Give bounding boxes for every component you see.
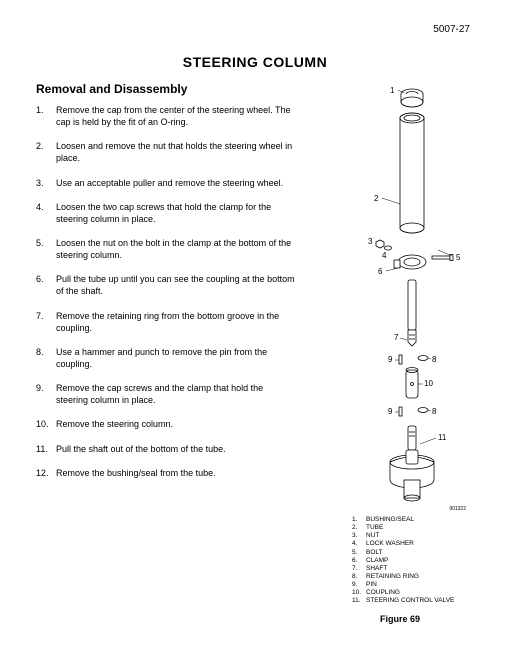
callout-9: 9: [388, 355, 393, 364]
step-item: 8.Use a hammer and punch to remove the p…: [36, 346, 296, 370]
section-heading: Removal and Disassembly: [36, 82, 187, 96]
step-text: Remove the cap screws and the clamp that…: [56, 382, 296, 406]
step-item: 6.Pull the tube up until you can see the…: [36, 273, 296, 297]
step-number: 4.: [36, 201, 56, 225]
exploded-diagram: 1 2 3 4 6 5 7 9 8 10 9 8: [320, 80, 480, 510]
callout-9b: 9: [388, 407, 393, 416]
step-item: 4.Loosen the two cap screws that hold th…: [36, 201, 296, 225]
step-text: Loosen the nut on the bolt in the clamp …: [56, 237, 296, 261]
part-name: NUT: [366, 532, 379, 540]
step-number: 8.: [36, 346, 56, 370]
parts-row: 11.STEERING CONTROL VALVE: [352, 597, 454, 605]
callout-3: 3: [368, 237, 373, 246]
step-item: 5.Loosen the nut on the bolt in the clam…: [36, 237, 296, 261]
step-list: 1.Remove the cap from the center of the …: [36, 104, 296, 491]
step-item: 10.Remove the steering column.: [36, 418, 296, 430]
step-text: Remove the steering column.: [56, 418, 296, 430]
callout-4: 4: [382, 251, 387, 260]
step-item: 3.Use an acceptable puller and remove th…: [36, 177, 296, 189]
step-item: 9.Remove the cap screws and the clamp th…: [36, 382, 296, 406]
callout-8b: 8: [432, 407, 437, 416]
step-item: 2.Loosen and remove the nut that holds t…: [36, 140, 296, 164]
step-number: 9.: [36, 382, 56, 406]
parts-row: 2.TUBE: [352, 524, 454, 532]
step-item: 7.Remove the retaining ring from the bot…: [36, 310, 296, 334]
step-text: Use an acceptable puller and remove the …: [56, 177, 296, 189]
step-number: 11.: [36, 443, 56, 455]
part-num: 2.: [352, 524, 366, 532]
parts-row: 1.BUSHING/SEAL: [352, 516, 454, 524]
figure-caption: Figure 69: [320, 614, 480, 624]
parts-row: 7.SHAFT: [352, 565, 454, 573]
parts-row: 9.PIN: [352, 581, 454, 589]
part-name: TUBE: [366, 524, 383, 532]
step-text: Pull the shaft out of the bottom of the …: [56, 443, 296, 455]
callout-6: 6: [378, 267, 383, 276]
part-name: BOLT: [366, 549, 383, 557]
parts-row: 8.RETAINING RING: [352, 573, 454, 581]
parts-row: 6.CLAMP: [352, 557, 454, 565]
part-num: 1.: [352, 516, 366, 524]
step-number: 7.: [36, 310, 56, 334]
callout-8: 8: [432, 355, 437, 364]
part-num: 3.: [352, 532, 366, 540]
callout-7: 7: [394, 333, 399, 342]
part-name: RETAINING RING: [366, 573, 419, 581]
part-name: PIN: [366, 581, 377, 589]
step-text: Loosen and remove the nut that holds the…: [56, 140, 296, 164]
parts-row: 10.COUPLING: [352, 589, 454, 597]
parts-row: 5.BOLT: [352, 549, 454, 557]
part-name: SHAFT: [366, 565, 387, 573]
part-num: 5.: [352, 549, 366, 557]
part-name: BUSHING/SEAL: [366, 516, 414, 524]
step-item: 1.Remove the cap from the center of the …: [36, 104, 296, 128]
part-num: 4.: [352, 540, 366, 548]
step-text: Remove the bushing/seal from the tube.: [56, 467, 296, 479]
step-number: 6.: [36, 273, 56, 297]
parts-row: 3.NUT: [352, 532, 454, 540]
part-name: CLAMP: [366, 557, 388, 565]
part-num: 7.: [352, 565, 366, 573]
callout-2: 2: [374, 194, 379, 203]
part-num: 8.: [352, 573, 366, 581]
step-item: 11.Pull the shaft out of the bottom of t…: [36, 443, 296, 455]
drawing-id: 901322: [449, 506, 466, 512]
step-number: 12.: [36, 467, 56, 479]
parts-list: 1.BUSHING/SEAL 2.TUBE 3.NUT 4.LOCK WASHE…: [352, 516, 454, 605]
page-title: STEERING COLUMN: [0, 54, 510, 70]
callout-5: 5: [456, 253, 461, 262]
step-item: 12.Remove the bushing/seal from the tube…: [36, 467, 296, 479]
step-number: 10.: [36, 418, 56, 430]
step-text: Use a hammer and punch to remove the pin…: [56, 346, 296, 370]
part-num: 6.: [352, 557, 366, 565]
step-text: Remove the retaining ring from the botto…: [56, 310, 296, 334]
step-number: 2.: [36, 140, 56, 164]
step-number: 3.: [36, 177, 56, 189]
part-num: 9.: [352, 581, 366, 589]
callout-1: 1: [390, 86, 395, 95]
part-num: 10.: [352, 589, 366, 597]
part-name: STEERING CONTROL VALVE: [366, 597, 454, 605]
callout-11: 11: [438, 433, 447, 442]
part-num: 11.: [352, 597, 366, 605]
part-name: LOCK WASHER: [366, 540, 414, 548]
parts-row: 4.LOCK WASHER: [352, 540, 454, 548]
step-number: 5.: [36, 237, 56, 261]
step-text: Remove the cap from the center of the st…: [56, 104, 296, 128]
step-number: 1.: [36, 104, 56, 128]
page-number: 5007-27: [433, 24, 470, 35]
step-text: Pull the tube up until you can see the c…: [56, 273, 296, 297]
step-text: Loosen the two cap screws that hold the …: [56, 201, 296, 225]
part-name: COUPLING: [366, 589, 400, 597]
callout-10: 10: [424, 379, 433, 388]
